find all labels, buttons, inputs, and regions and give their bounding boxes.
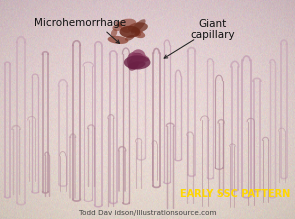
Ellipse shape: [125, 35, 135, 41]
Ellipse shape: [128, 56, 140, 71]
Ellipse shape: [132, 53, 143, 60]
Ellipse shape: [135, 30, 143, 33]
Text: Microhemorrhage: Microhemorrhage: [34, 18, 126, 28]
Ellipse shape: [119, 26, 140, 38]
Ellipse shape: [124, 55, 150, 70]
Ellipse shape: [128, 22, 148, 33]
Ellipse shape: [131, 49, 146, 64]
Ellipse shape: [129, 53, 150, 62]
Ellipse shape: [117, 19, 136, 28]
Ellipse shape: [134, 32, 145, 38]
Ellipse shape: [128, 61, 145, 69]
Text: Todd Dav idson/Illustrationsource.com: Todd Dav idson/Illustrationsource.com: [79, 210, 216, 216]
Text: EARLY SSC PATTERN: EARLY SSC PATTERN: [180, 189, 291, 199]
Text: Giant
capillary: Giant capillary: [190, 19, 235, 40]
Ellipse shape: [135, 30, 141, 36]
Ellipse shape: [115, 21, 122, 26]
Ellipse shape: [112, 24, 122, 31]
Ellipse shape: [131, 19, 145, 34]
Ellipse shape: [111, 29, 117, 37]
Ellipse shape: [121, 28, 130, 33]
Ellipse shape: [108, 36, 128, 44]
Ellipse shape: [127, 52, 139, 69]
